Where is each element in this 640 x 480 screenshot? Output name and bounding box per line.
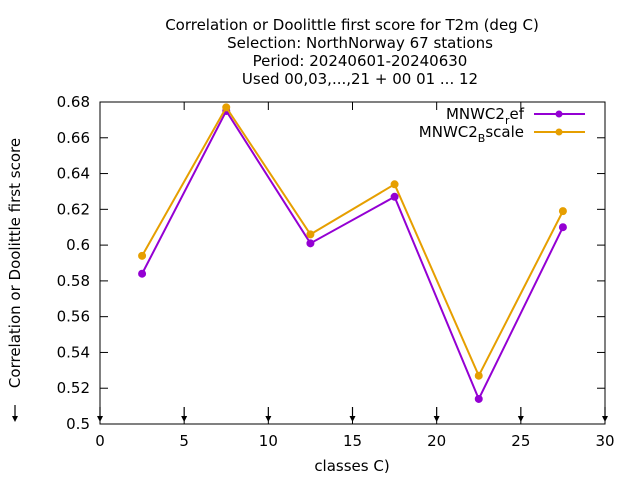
data-point xyxy=(306,239,315,248)
bottom-arrow-head xyxy=(602,416,608,422)
bottom-arrow-head xyxy=(181,416,188,422)
legend-label-1: MNWC2ref xyxy=(446,105,525,127)
y-tick-label: 0.68 xyxy=(57,93,90,111)
data-point xyxy=(558,223,567,232)
legend-label-2: MNWC2Bscale xyxy=(419,123,524,145)
data-point xyxy=(306,230,315,239)
y-tick-label: 0.62 xyxy=(57,200,90,218)
x-tick-label: 20 xyxy=(427,432,446,450)
chart-title: Correlation or Doolittle first score for… xyxy=(165,16,539,88)
y-axis-label: Correlation or Doolittle first score xyxy=(6,138,24,388)
legend-entry-2: MNWC2Bscale xyxy=(419,123,585,145)
series-group xyxy=(138,103,567,403)
title-line-2: Selection: NorthNorway 67 stations xyxy=(227,34,493,52)
y-tick-label: 0.64 xyxy=(57,165,90,183)
y-tick-label: 0.56 xyxy=(57,308,90,326)
title-line-4: Used 00,03,...,21 + 00 01 ... 12 xyxy=(242,70,478,88)
data-point xyxy=(138,269,147,278)
series-1 xyxy=(138,106,567,403)
y-label-arrow xyxy=(12,405,18,422)
y-tick-label: 0.58 xyxy=(57,272,90,290)
y-tick-label: 0.6 xyxy=(66,236,90,254)
title-line-3: Period: 20240601-20240630 xyxy=(253,52,468,70)
bottom-arrow-head xyxy=(265,416,272,422)
bottom-arrow-head xyxy=(433,416,440,422)
legend-entry-1: MNWC2ref xyxy=(446,105,585,127)
legend: MNWC2ref MNWC2Bscale xyxy=(419,105,585,145)
y-tick-label: 0.66 xyxy=(57,129,90,147)
series-line xyxy=(141,105,564,379)
x-tick-label: 5 xyxy=(179,432,189,450)
x-tick-label: 30 xyxy=(595,432,614,450)
data-point xyxy=(222,103,231,112)
data-point xyxy=(390,192,399,201)
data-point xyxy=(474,371,483,380)
bottom-arrow-markers xyxy=(97,407,608,422)
x-tick-label: 25 xyxy=(511,432,530,450)
y-tick-label: 0.52 xyxy=(57,379,90,397)
x-axis: 0 5 10 15 20 25 30 xyxy=(95,102,615,450)
y-axis: 0.5 0.52 0.54 0.56 0.58 0.6 0.62 0.64 0.66 0.68 xyxy=(57,93,605,433)
plot-frame xyxy=(99,101,606,425)
y-tick-label: 0.5 xyxy=(66,415,90,433)
data-point xyxy=(138,251,147,260)
x-axis-label: classes C) xyxy=(314,457,389,475)
legend-marker-1 xyxy=(555,110,563,118)
bottom-arrow-head xyxy=(349,416,356,422)
data-point xyxy=(390,180,399,189)
series-2 xyxy=(138,103,567,380)
bottom-arrow-head xyxy=(517,416,524,422)
x-tick-label: 0 xyxy=(95,432,105,450)
x-tick-label: 15 xyxy=(343,432,362,450)
x-tick-label: 10 xyxy=(259,432,278,450)
data-point xyxy=(558,207,567,216)
y-tick-label: 0.54 xyxy=(57,343,90,361)
legend-marker-2 xyxy=(555,128,563,136)
series-line xyxy=(141,108,564,402)
bottom-arrow-head xyxy=(97,416,103,422)
data-point xyxy=(474,394,483,403)
title-line-1: Correlation or Doolittle first score for… xyxy=(165,16,539,34)
